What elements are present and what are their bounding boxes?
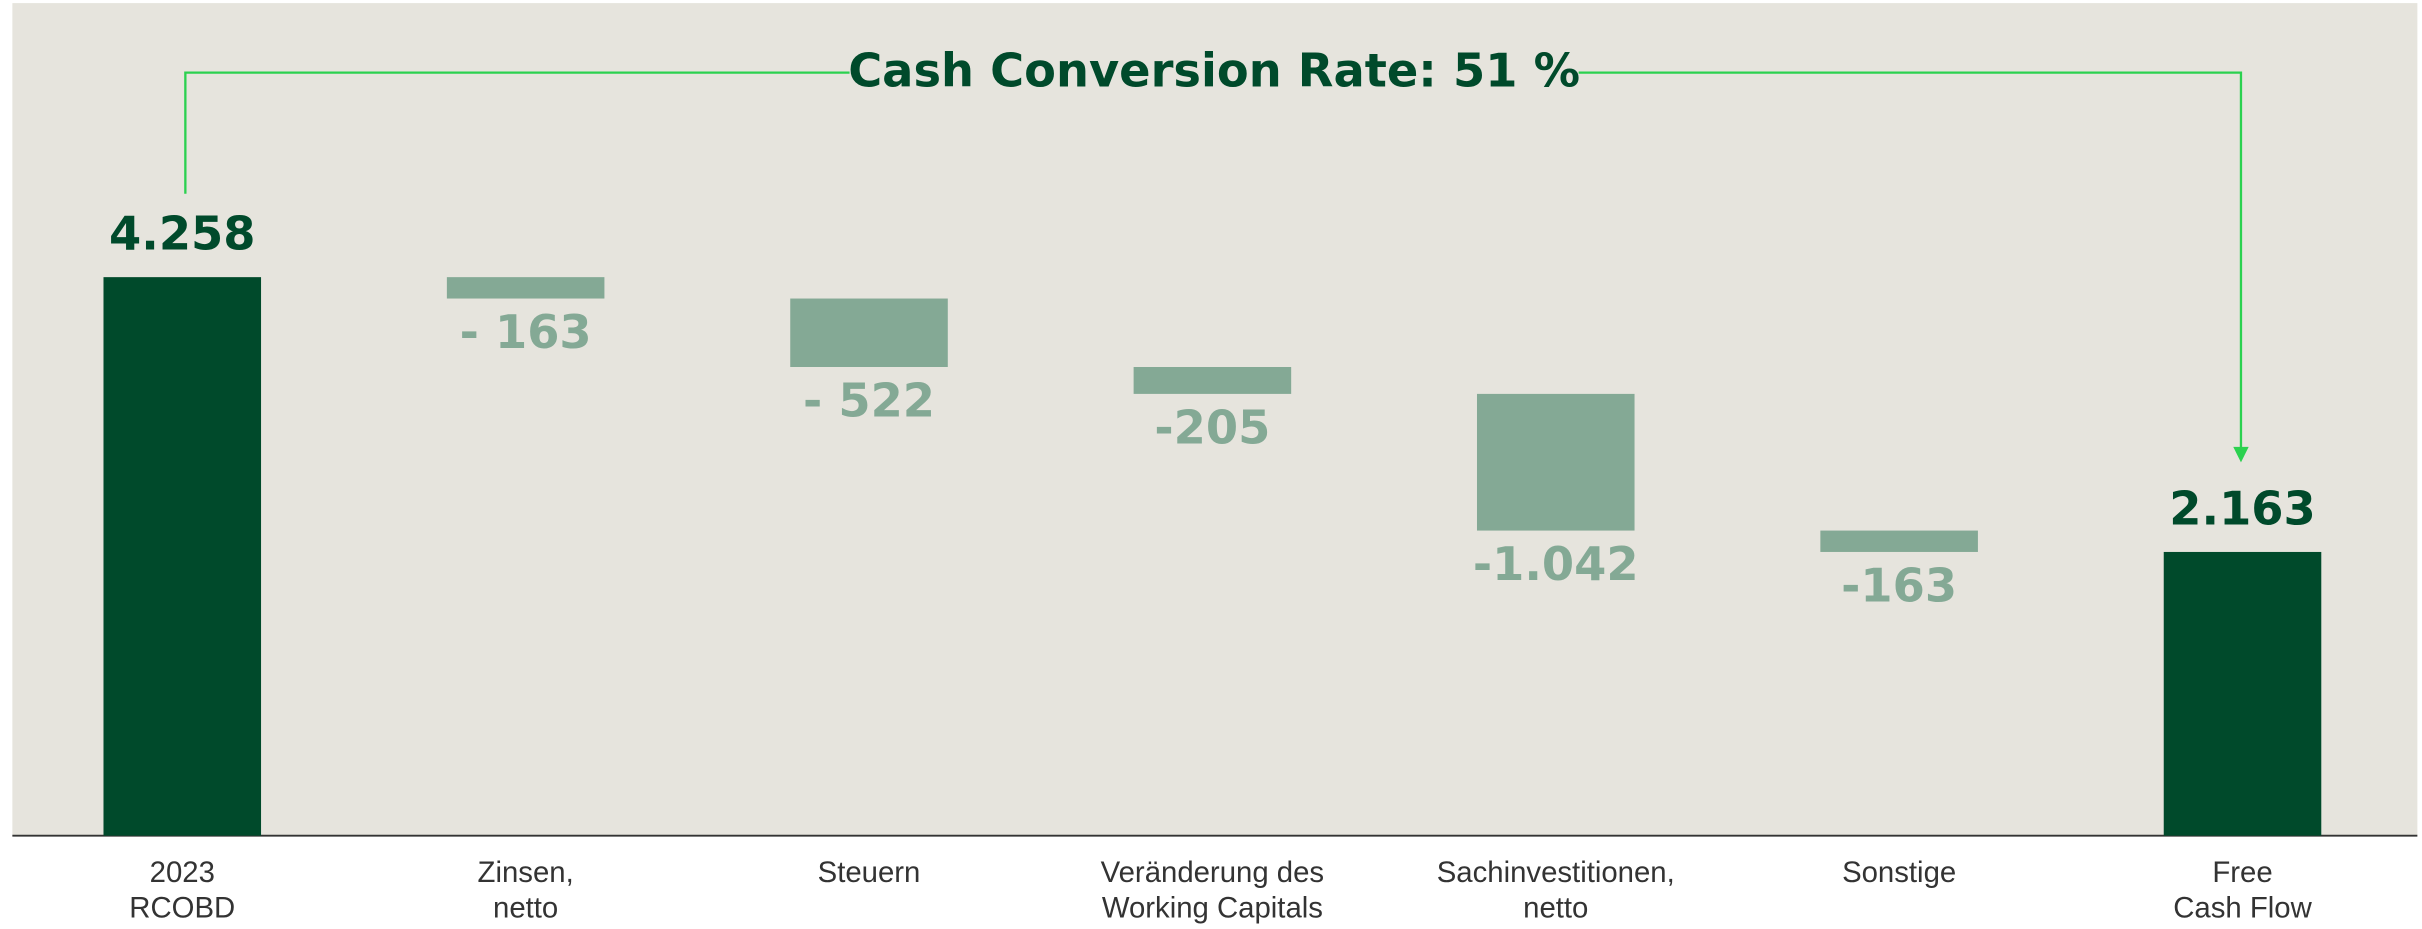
value-label: -163 [1841,559,1957,613]
bar [790,298,948,367]
x-tick-label: Steuern [818,856,921,889]
value-label: -1.042 [1473,537,1639,591]
bar [446,277,605,299]
bar [1476,393,1635,531]
value-label: 2.163 [2169,481,2316,535]
x-tick-label: Cash Flow [2173,892,2312,925]
value-label: 4.258 [109,206,256,260]
bar [1820,530,1978,552]
annotation-group [184,71,2249,463]
value-label: - 163 [460,305,592,359]
annotation-line [184,71,2243,457]
x-tick-label: Sonstige [1842,856,1956,889]
x-tick-label: Zinsen, [478,856,574,889]
x-tick-label: 2023 [150,856,215,889]
plot-background [12,3,2418,836]
arrow-head [2233,446,2249,463]
bar [2163,551,2322,836]
annotation: Cash Conversion Rate: 51 % [848,44,1580,98]
value-label: -205 [1154,400,1270,454]
x-tick-label: Working Capitals [1102,892,1323,925]
value-label: - 522 [803,374,935,428]
x-tick-label: netto [1523,892,1588,925]
x-tick-label: netto [493,892,558,925]
bar [1133,366,1292,394]
x-tick-label: RCOBD [129,892,235,925]
x-tick-label: Free [2212,856,2272,889]
x-tick-label: Sachinvestitionen, [1437,856,1675,889]
bar [103,277,262,836]
x-tick-label: Veränderung des [1101,856,1324,889]
